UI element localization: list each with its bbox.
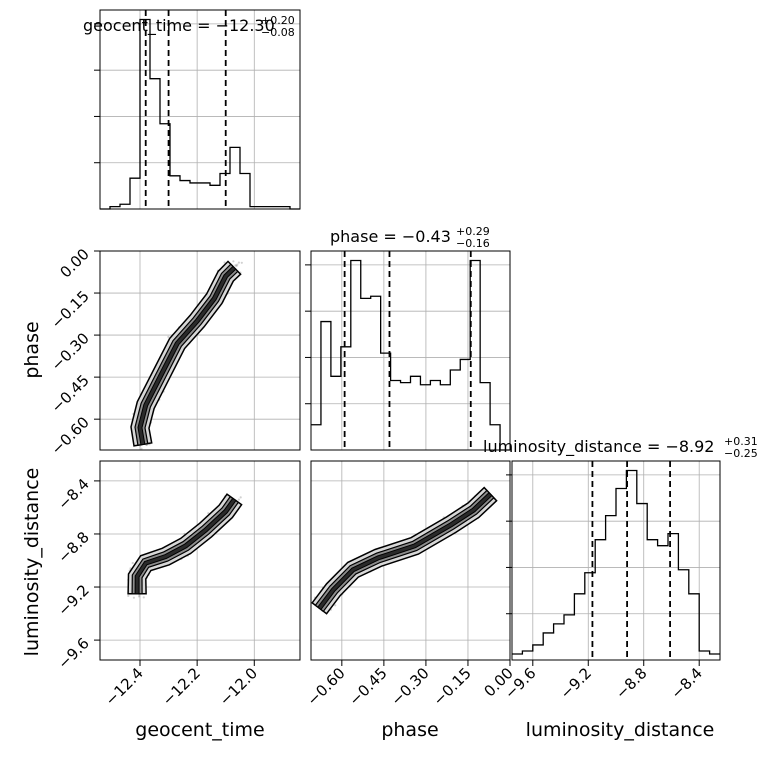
ytick-label-luminosity_distance-0: −9.6 <box>54 634 92 672</box>
sample-point <box>237 261 240 264</box>
sample-point <box>232 260 235 263</box>
ytick-label-luminosity_distance-2: −8.8 <box>54 528 92 566</box>
xticks-luminosity_distance: −9.6 −9.2 −8.8 −8.4 <box>501 660 706 703</box>
hist-panel-phase <box>305 250 511 451</box>
yticks-luminosity_distance: −9.6 −9.2 −8.8 −8.4 <box>54 475 100 673</box>
sample-point <box>132 596 135 599</box>
contour-inner <box>137 265 237 446</box>
sample-point <box>237 498 240 501</box>
sample-point <box>240 261 243 264</box>
xtick-label-phase-0: −0.60 <box>303 664 348 709</box>
xtick-label-luminosity_distance-1: −9.2 <box>557 664 595 702</box>
xtick-label-geocent_time-1: −12.2 <box>159 664 204 709</box>
sample-point <box>239 496 242 499</box>
xtick-label-phase-1: −0.45 <box>345 664 390 709</box>
contour-middle <box>134 263 239 446</box>
frame-luminosity_distance <box>511 460 721 661</box>
scatter-panel-phase-vs-luminosity_distance <box>310 460 511 661</box>
title-geocent-time-upper: +0.20 <box>261 14 295 27</box>
ytick-label-phase-2: −0.30 <box>48 329 93 374</box>
histogram-phase <box>311 259 510 451</box>
sample-point <box>207 512 210 515</box>
xlabel-phase: phase <box>381 719 438 741</box>
xtick-label-geocent_time-2: −12.0 <box>216 664 261 709</box>
yticks-phase: −0.60−0.45−0.30−0.15 0.00 <box>48 245 100 459</box>
sample-point <box>334 604 337 607</box>
title-luminosity-distance: luminosity_distance = −8.92 <box>483 437 714 457</box>
sample-point <box>234 264 237 267</box>
contour-inner <box>317 491 493 611</box>
ylabel-phase: phase <box>21 321 43 378</box>
xtick-label-luminosity_distance-2: −8.8 <box>612 664 650 702</box>
xticks-phase: −0.60−0.45−0.30−0.15 0.00 <box>303 660 517 709</box>
sample-point <box>235 264 238 268</box>
xticks-geocent_time: −12.4 −12.2 −12.0 <box>102 660 261 709</box>
title-phase-upper: +0.29 <box>456 225 490 238</box>
xtick-label-phase-3: −0.15 <box>430 664 475 709</box>
frame-geocent_time <box>99 9 301 210</box>
frame-geocent_time-phase <box>99 250 301 451</box>
ytick-label-luminosity_distance-3: −8.4 <box>54 475 92 513</box>
sample-point <box>127 594 130 598</box>
title-phase: phase = −0.43 <box>330 227 451 246</box>
scatter-panel-geocent_time-vs-phase <box>99 250 301 451</box>
sample-point <box>223 261 226 264</box>
ytick-label-phase-4: 0.00 <box>56 245 92 281</box>
sample-point <box>236 263 239 266</box>
frame-phase-luminosity_distance <box>310 460 511 661</box>
title-geocent-time: geocent_time = −12.30 <box>83 16 275 36</box>
sample-point <box>131 561 134 565</box>
frame-geocent_time-luminosity_distance <box>99 460 301 661</box>
frame-phase <box>310 250 511 451</box>
sample-point <box>140 447 143 450</box>
ytick-label-phase-0: −0.60 <box>48 413 93 458</box>
ytick-label-phase-3: −0.15 <box>48 287 93 332</box>
xlabel-luminosity-distance: luminosity_distance <box>526 719 715 741</box>
xtick-label-geocent_time-0: −12.4 <box>102 664 147 709</box>
xtick-label-phase-2: −0.30 <box>388 664 433 709</box>
xtick-label-luminosity_distance-3: −8.4 <box>668 664 706 702</box>
sample-point <box>142 596 145 599</box>
hist-panel-luminosity_distance <box>506 460 721 661</box>
corner-panels: −12.4 −12.2 −12.0 −0.60−0.45−0.30−0.15 0.00−… <box>48 9 721 709</box>
histogram-luminosity_distance <box>512 469 720 655</box>
contour-inner <box>134 497 237 595</box>
ytick-label-phase-1: −0.45 <box>48 371 93 416</box>
hist-panel-geocent_time <box>94 9 301 210</box>
scatter-panel-geocent_time-vs-luminosity_distance <box>99 460 301 661</box>
sample-point <box>137 595 141 598</box>
title-geocent-time-lower: −0.08 <box>261 26 295 39</box>
title-phase-lower: −0.16 <box>456 237 490 250</box>
title-luminosity-distance-lower: −0.25 <box>724 447 758 460</box>
sample-point <box>167 335 170 338</box>
ytick-label-luminosity_distance-1: −9.2 <box>54 581 92 619</box>
histogram-geocent_time <box>100 18 300 210</box>
xlabel-geocent-time: geocent_time <box>135 719 264 741</box>
title-luminosity-distance-upper: +0.31 <box>724 435 758 448</box>
ylabel-luminosity-distance: luminosity_distance <box>21 468 43 657</box>
